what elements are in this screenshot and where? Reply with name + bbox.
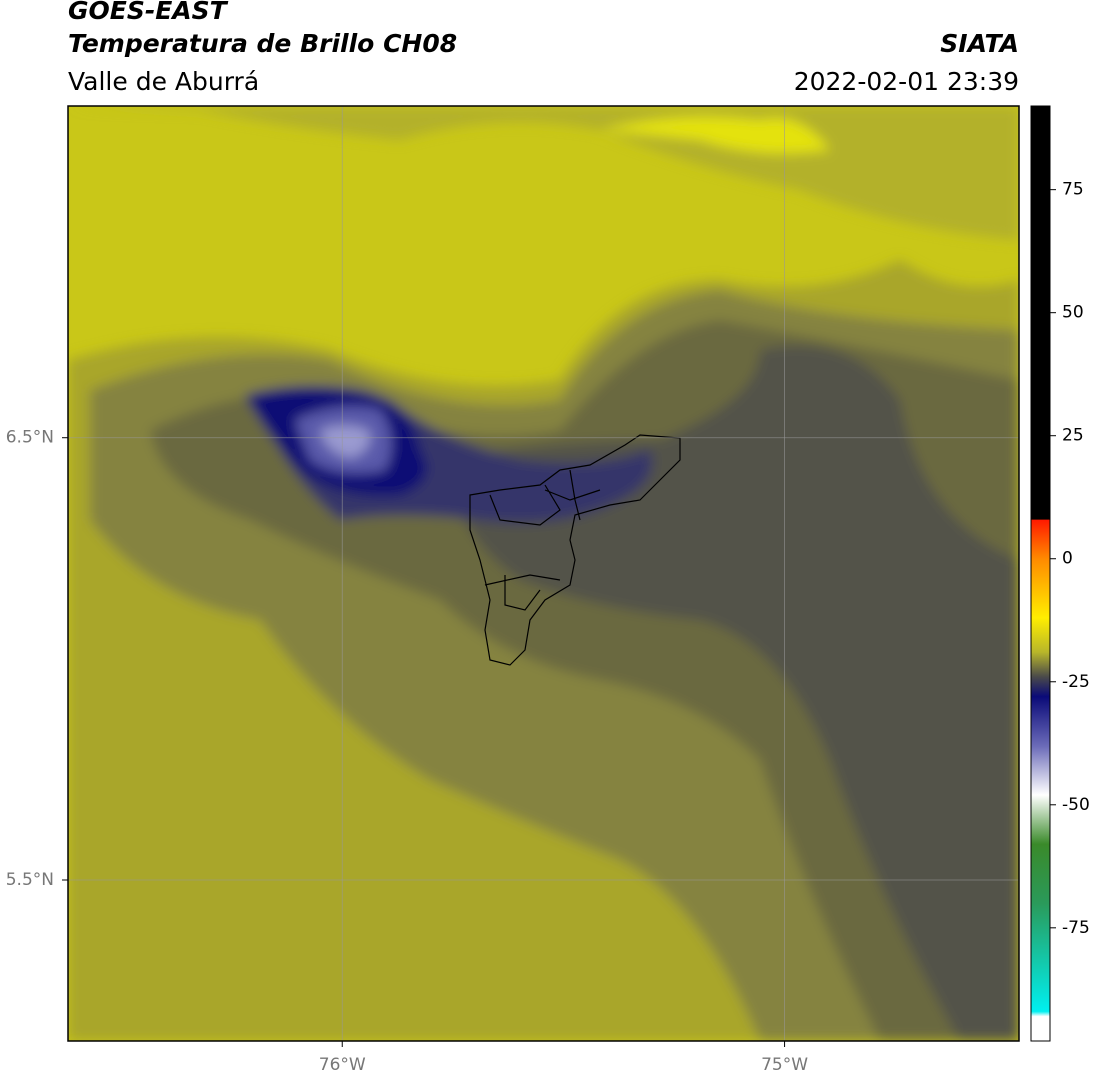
grid — [68, 106, 1019, 1041]
colorbar-tick-label: 75 — [1062, 180, 1084, 200]
colorbar-tick-label: -50 — [1062, 795, 1090, 815]
colorbar-tick-label: 50 — [1062, 303, 1084, 323]
colorbar-tick-label: 0 — [1062, 549, 1073, 569]
source: SIATA — [940, 29, 1019, 58]
x-tick-label: 75°W — [761, 1055, 808, 1075]
map-image — [68, 106, 1019, 1041]
colorbar — [1030, 105, 1051, 1042]
x-tick-label: 76°W — [319, 1055, 366, 1075]
map-frame — [67, 105, 1020, 1042]
title: GOES-EAST — [68, 0, 229, 25]
colorbar-tick-label: 25 — [1062, 426, 1084, 446]
subtitle: Temperatura de Brillo CH08 — [68, 29, 457, 58]
colorbar-tick-label: -75 — [1062, 918, 1090, 938]
colorbar-tick-label: -25 — [1062, 672, 1090, 692]
y-tick-label: 5.5°N — [6, 870, 54, 890]
y-tick-label: 6.5°N — [6, 428, 54, 448]
region: Valle de Aburrá — [68, 67, 259, 96]
valley-boundaries — [469, 434, 681, 666]
datetime: 2022-02-01 23:39 — [794, 67, 1019, 96]
